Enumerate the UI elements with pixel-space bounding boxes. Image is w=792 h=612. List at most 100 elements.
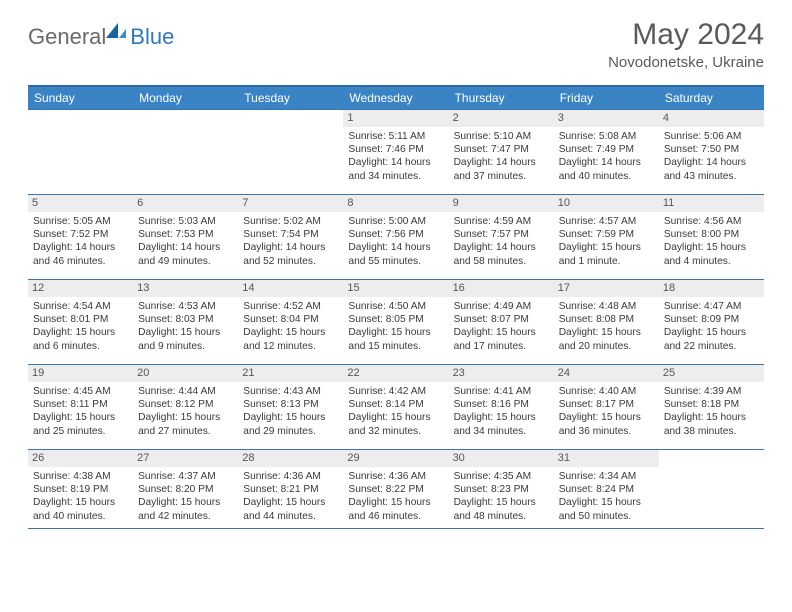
daylight-text-line2: and 46 minutes. (348, 510, 443, 523)
sunset-text: Sunset: 8:11 PM (33, 398, 128, 411)
dow-header-friday: Friday (554, 87, 659, 109)
day-cell-empty (28, 110, 133, 194)
daylight-text-line2: and 15 minutes. (348, 340, 443, 353)
daylight-text-line1: Daylight: 15 hours (559, 411, 654, 424)
sunrise-text: Sunrise: 4:59 AM (454, 215, 549, 228)
day-cell-empty (659, 450, 764, 528)
logo-sail-icon (106, 23, 128, 39)
day-cell: 14Sunrise: 4:52 AMSunset: 8:04 PMDayligh… (238, 280, 343, 364)
sunset-text: Sunset: 8:05 PM (348, 313, 443, 326)
dow-header-monday: Monday (133, 87, 238, 109)
dow-header-thursday: Thursday (449, 87, 554, 109)
sunset-text: Sunset: 7:59 PM (559, 228, 654, 241)
daylight-text-line1: Daylight: 15 hours (348, 326, 443, 339)
sunset-text: Sunset: 7:47 PM (454, 143, 549, 156)
week-row: 1Sunrise: 5:11 AMSunset: 7:46 PMDaylight… (28, 109, 764, 194)
sunset-text: Sunset: 8:24 PM (559, 483, 654, 496)
sunrise-text: Sunrise: 4:45 AM (33, 385, 128, 398)
sunrise-text: Sunrise: 4:56 AM (664, 215, 759, 228)
daylight-text-line2: and 12 minutes. (243, 340, 338, 353)
sunrise-text: Sunrise: 4:40 AM (559, 385, 654, 398)
sunset-text: Sunset: 7:49 PM (559, 143, 654, 156)
day-cell: 13Sunrise: 4:53 AMSunset: 8:03 PMDayligh… (133, 280, 238, 364)
day-cell: 18Sunrise: 4:47 AMSunset: 8:09 PMDayligh… (659, 280, 764, 364)
day-cell: 12Sunrise: 4:54 AMSunset: 8:01 PMDayligh… (28, 280, 133, 364)
daylight-text-line1: Daylight: 15 hours (559, 241, 654, 254)
day-cell: 19Sunrise: 4:45 AMSunset: 8:11 PMDayligh… (28, 365, 133, 449)
day-cell: 16Sunrise: 4:49 AMSunset: 8:07 PMDayligh… (449, 280, 554, 364)
day-number: 5 (28, 195, 133, 212)
daylight-text-line1: Daylight: 15 hours (243, 411, 338, 424)
day-cell: 10Sunrise: 4:57 AMSunset: 7:59 PMDayligh… (554, 195, 659, 279)
daylight-text-line2: and 46 minutes. (33, 255, 128, 268)
day-cell: 25Sunrise: 4:39 AMSunset: 8:18 PMDayligh… (659, 365, 764, 449)
dow-header-tuesday: Tuesday (238, 87, 343, 109)
daylight-text-line2: and 58 minutes. (454, 255, 549, 268)
day-cell: 20Sunrise: 4:44 AMSunset: 8:12 PMDayligh… (133, 365, 238, 449)
day-number: 24 (554, 365, 659, 382)
daylight-text-line2: and 34 minutes. (348, 170, 443, 183)
day-number: 15 (343, 280, 448, 297)
day-number: 16 (449, 280, 554, 297)
sunset-text: Sunset: 8:07 PM (454, 313, 549, 326)
daylight-text-line2: and 48 minutes. (454, 510, 549, 523)
day-number: 31 (554, 450, 659, 467)
daylight-text-line2: and 25 minutes. (33, 425, 128, 438)
day-number: 26 (28, 450, 133, 467)
sunset-text: Sunset: 7:54 PM (243, 228, 338, 241)
day-cell: 3Sunrise: 5:08 AMSunset: 7:49 PMDaylight… (554, 110, 659, 194)
day-of-week-header-row: SundayMondayTuesdayWednesdayThursdayFrid… (28, 85, 764, 109)
day-cell: 23Sunrise: 4:41 AMSunset: 8:16 PMDayligh… (449, 365, 554, 449)
sunset-text: Sunset: 8:01 PM (33, 313, 128, 326)
day-number: 2 (449, 110, 554, 127)
sunset-text: Sunset: 8:20 PM (138, 483, 233, 496)
day-number: 14 (238, 280, 343, 297)
day-number: 13 (133, 280, 238, 297)
daylight-text-line1: Daylight: 14 hours (559, 156, 654, 169)
sunset-text: Sunset: 8:04 PM (243, 313, 338, 326)
daylight-text-line2: and 40 minutes. (559, 170, 654, 183)
daylight-text-line1: Daylight: 14 hours (454, 241, 549, 254)
day-cell: 2Sunrise: 5:10 AMSunset: 7:47 PMDaylight… (449, 110, 554, 194)
sunrise-text: Sunrise: 4:41 AM (454, 385, 549, 398)
daylight-text-line2: and 32 minutes. (348, 425, 443, 438)
sunrise-text: Sunrise: 4:43 AM (243, 385, 338, 398)
daylight-text-line1: Daylight: 15 hours (33, 326, 128, 339)
sunrise-text: Sunrise: 5:05 AM (33, 215, 128, 228)
daylight-text-line2: and 36 minutes. (559, 425, 654, 438)
calendar: SundayMondayTuesdayWednesdayThursdayFrid… (28, 85, 764, 529)
sunset-text: Sunset: 8:12 PM (138, 398, 233, 411)
sunrise-text: Sunrise: 4:52 AM (243, 300, 338, 313)
daylight-text-line2: and 38 minutes. (664, 425, 759, 438)
daylight-text-line1: Daylight: 14 hours (348, 241, 443, 254)
sunset-text: Sunset: 8:17 PM (559, 398, 654, 411)
day-number: 10 (554, 195, 659, 212)
daylight-text-line1: Daylight: 15 hours (664, 241, 759, 254)
day-cell: 22Sunrise: 4:42 AMSunset: 8:14 PMDayligh… (343, 365, 448, 449)
daylight-text-line1: Daylight: 15 hours (664, 411, 759, 424)
sunset-text: Sunset: 8:22 PM (348, 483, 443, 496)
sunrise-text: Sunrise: 4:47 AM (664, 300, 759, 313)
sunrise-text: Sunrise: 4:35 AM (454, 470, 549, 483)
day-cell: 31 Sunrise: 4:34 AMSunset: 8:24 PMDayligh… (554, 450, 659, 528)
daylight-text-line1: Daylight: 15 hours (559, 496, 654, 509)
day-cell: 17Sunrise: 4:48 AMSunset: 8:08 PMDayligh… (554, 280, 659, 364)
day-cell: 1Sunrise: 5:11 AMSunset: 7:46 PMDaylight… (343, 110, 448, 194)
logo: General Blue (28, 24, 174, 50)
sunrise-text: Sunrise: 4:36 AM (348, 470, 443, 483)
sunrise-text: Sunrise: 4:34 AM (559, 470, 654, 483)
day-number: 30 (449, 450, 554, 467)
week-row: 19Sunrise: 4:45 AMSunset: 8:11 PMDayligh… (28, 364, 764, 449)
daylight-text-line2: and 49 minutes. (138, 255, 233, 268)
sunrise-text: Sunrise: 4:44 AM (138, 385, 233, 398)
daylight-text-line1: Daylight: 15 hours (243, 496, 338, 509)
daylight-text-line1: Daylight: 15 hours (664, 326, 759, 339)
day-number: 17 (554, 280, 659, 297)
day-number: 20 (133, 365, 238, 382)
daylight-text-line1: Daylight: 15 hours (33, 411, 128, 424)
sunset-text: Sunset: 8:16 PM (454, 398, 549, 411)
sunrise-text: Sunrise: 4:53 AM (138, 300, 233, 313)
title-block: May 2024 Novodonetske, Ukraine (608, 18, 764, 71)
daylight-text-line1: Daylight: 14 hours (454, 156, 549, 169)
daylight-text-line2: and 22 minutes. (664, 340, 759, 353)
